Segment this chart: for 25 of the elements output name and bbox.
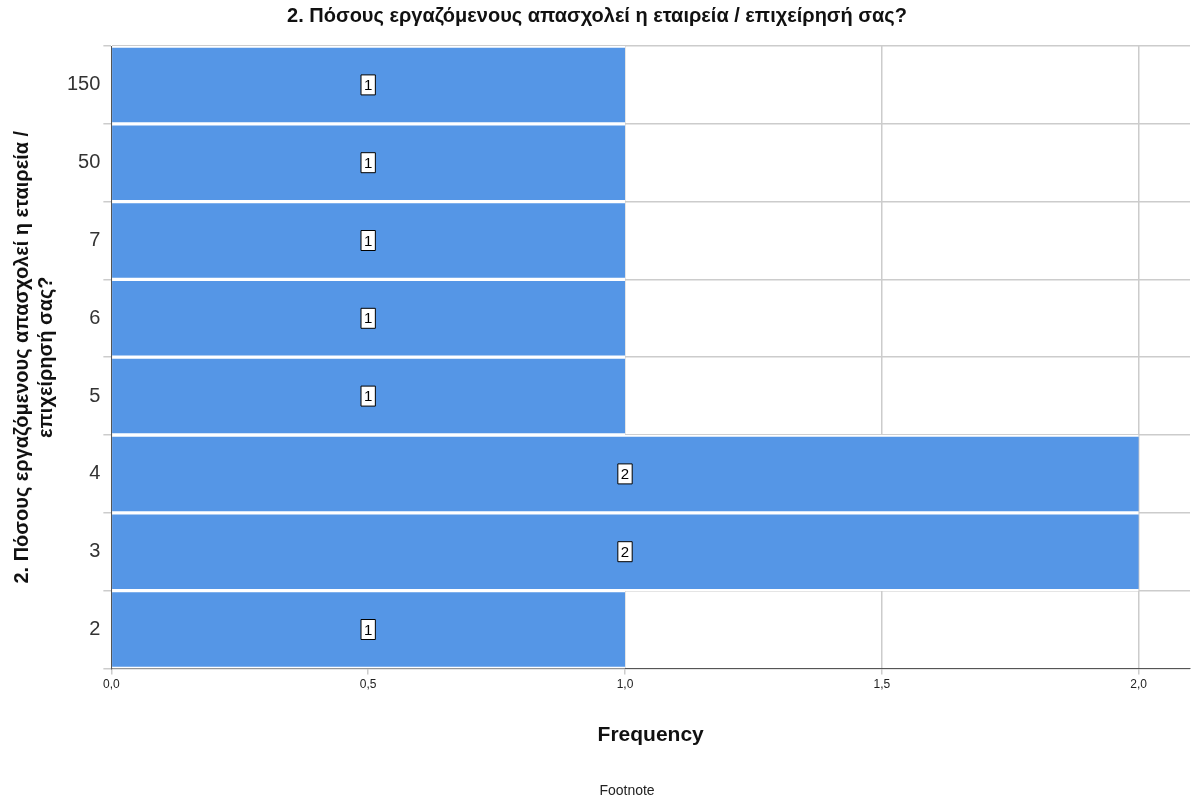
- data-label: 2: [620, 542, 630, 560]
- x-tick-label: 0,5: [359, 676, 377, 691]
- y-tick-label: 6: [89, 305, 101, 328]
- y-tick-label: 5: [89, 383, 101, 406]
- y-tick-label: 2: [89, 617, 101, 640]
- chart-title: 2. Πόσους εργαζόμενους απασχολεί η εταιρεία / επιχείρησή σας?: [287, 3, 907, 26]
- y-tick-label: 50: [78, 150, 101, 173]
- data-label: 1: [364, 309, 373, 327]
- x-axis-title: Frequency: [597, 722, 705, 746]
- y-tick-label: 7: [89, 228, 101, 251]
- x-tick-label: 1,0: [616, 676, 634, 691]
- data-label: 1: [364, 387, 373, 405]
- y-tick-label: 3: [89, 539, 101, 562]
- text: Footnote: [599, 781, 655, 798]
- x-tick-label: 1,5: [873, 676, 891, 691]
- data-label: 1: [364, 153, 373, 171]
- data-label: 2: [620, 465, 630, 483]
- data-label: 1: [364, 76, 373, 94]
- y-tick-label: 4: [89, 461, 101, 484]
- x-tick-label: 2,0: [1130, 676, 1148, 691]
- x-tick-label: 0,0: [103, 676, 121, 691]
- data-label: 1: [364, 231, 373, 249]
- y-axis-title: 2. Πόσους εργαζόμενους απασχολεί η εταιρεία / επιχείρησή σας?: [9, 130, 56, 584]
- data-label: 1: [364, 620, 373, 638]
- y-tick-label: 150: [66, 72, 101, 95]
